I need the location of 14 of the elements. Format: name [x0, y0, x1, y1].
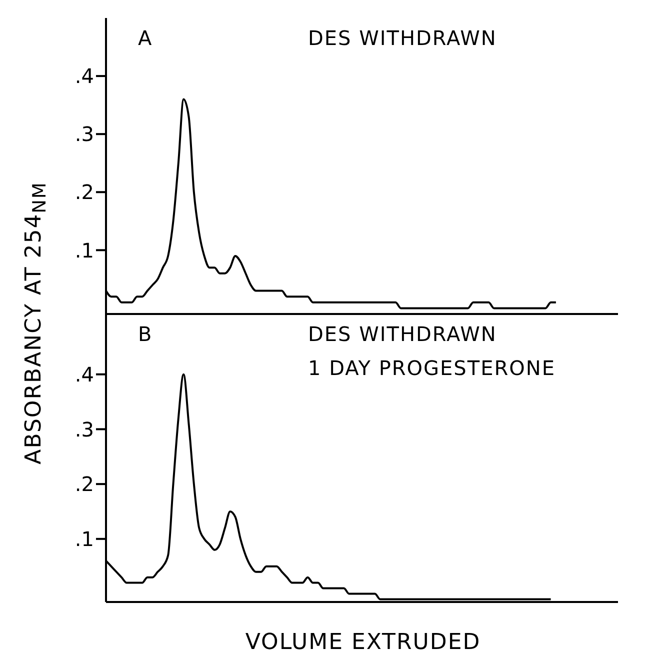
y-tick-label: .2 — [74, 472, 94, 496]
annotation: 1 DAY PROGESTERONE — [308, 356, 556, 380]
annotation: DES WITHDRAWN — [308, 26, 497, 50]
y-tick-label: .3 — [74, 417, 94, 442]
y-tick-label: .2 — [74, 180, 94, 204]
y-tick-label: .1 — [74, 238, 94, 262]
x-axis-title: VOLUME EXTRUDED — [245, 630, 481, 655]
y-tick-label: .4 — [74, 64, 94, 88]
annotation: A — [138, 26, 153, 50]
annotation: DES WITHDRAWN — [308, 322, 497, 346]
annotation: B — [138, 322, 153, 346]
y-tick-label: .3 — [74, 122, 94, 146]
y-tick-label: .4 — [74, 362, 94, 386]
y-tick-label: .1 — [74, 527, 94, 552]
